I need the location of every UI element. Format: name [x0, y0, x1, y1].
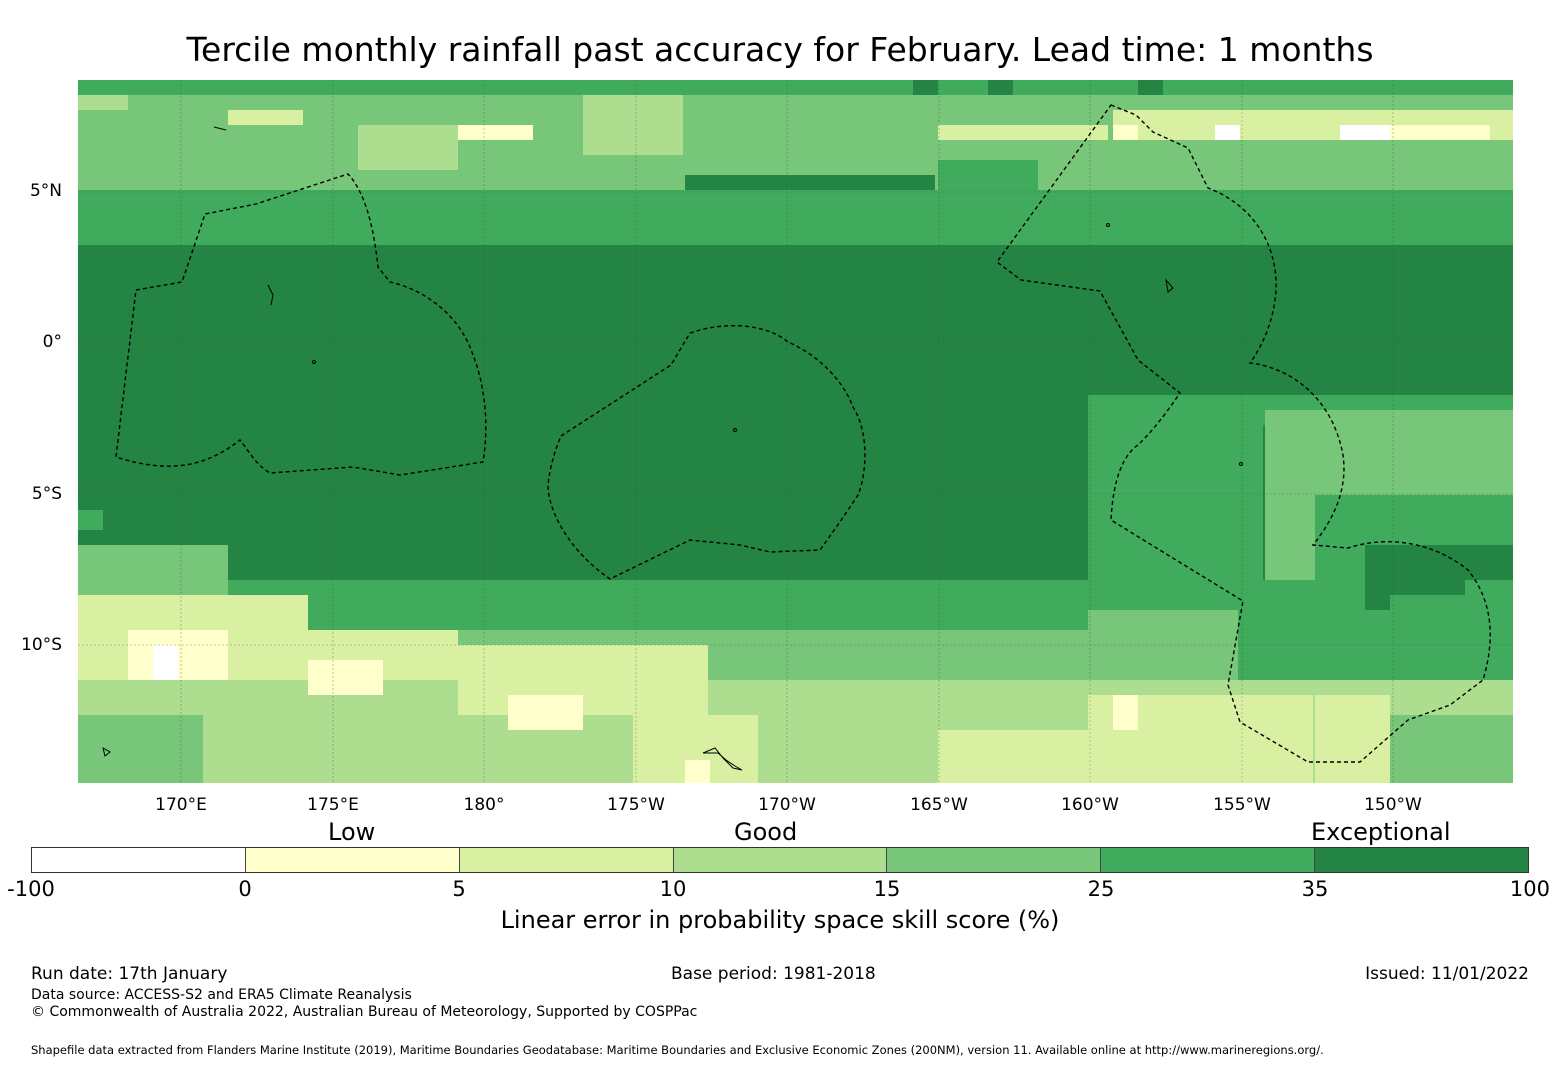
colorbar-segment-25-35: [1101, 848, 1316, 872]
patch-n-white-1: [1215, 125, 1240, 140]
lon-label-160w: 160°W: [1061, 795, 1119, 815]
colorbar-tick: -100: [7, 877, 55, 901]
patch-s-light-5: [938, 730, 1113, 783]
category-low: Low: [328, 818, 376, 846]
copyright: © Commonwealth of Australia 2022, Austra…: [31, 1004, 698, 1020]
band-north-transition: [78, 190, 1513, 245]
eez-kiribati-gilbert: [115, 173, 487, 476]
patch-e-good-1: [1265, 410, 1513, 480]
island-atoll-1: [267, 284, 274, 306]
patch-n-dark-2: [988, 80, 1013, 95]
colorbar-segment-0-5: [245, 848, 460, 872]
colorbar-segment-neg: [32, 848, 246, 872]
lon-label-175w: 175°W: [607, 795, 665, 815]
patch-s-white-1: [153, 645, 178, 680]
patch-s-pale-5: [1113, 695, 1138, 730]
patch-n-dark-4: [685, 175, 935, 190]
island-tonga: [102, 746, 111, 757]
lon-label-175e: 175°E: [307, 795, 359, 815]
colorbar-segment-35-100: [1315, 848, 1529, 872]
island-outlines: [102, 126, 1243, 771]
graticule: [78, 80, 1513, 783]
patch-s-pale-2: [308, 660, 383, 695]
shapefile-credit: Shapefile data extracted from Flanders M…: [31, 1043, 1324, 1057]
island-samoa: [702, 747, 743, 771]
patch-n-light-4: [583, 95, 683, 155]
eez-boundaries: [115, 104, 1491, 763]
eez-tokelau-samoa: [547, 324, 866, 580]
patch-n-light-2: [458, 125, 533, 140]
patch-n-dark-3: [1138, 80, 1163, 95]
patch-e-mid-2: [1088, 425, 1263, 580]
colorbar-tick: 100: [1509, 877, 1550, 901]
colorbar-segment-10-15: [673, 848, 888, 872]
lat-label-5s: 5°S: [31, 484, 62, 504]
patch-s-good-4: [1390, 715, 1513, 783]
patch-s-mid-4: [1390, 595, 1490, 645]
patch-s-pale-4: [685, 760, 710, 783]
colorbar-segment-5-10: [459, 848, 674, 872]
chart-title: Tercile monthly rainfall past accuracy f…: [186, 30, 1374, 69]
lon-label-165w: 165°W: [910, 795, 968, 815]
lon-label-155w: 155°W: [1213, 795, 1271, 815]
lat-label-5n: 5°N: [29, 181, 62, 201]
colorbar-tick: 0: [238, 877, 252, 901]
eez-line-islands: [996, 104, 1491, 763]
patch-nw-light: [78, 95, 128, 110]
colorbar-tick: 15: [873, 877, 901, 901]
base-period: Base period: 1981-2018: [671, 964, 876, 984]
island-atoll-5: [733, 428, 737, 432]
lon-label-170e: 170°E: [155, 795, 207, 815]
island-atoll-2: [1165, 278, 1174, 293]
colorbar-tick: 5: [452, 877, 466, 901]
colorbar-tick: 35: [1301, 877, 1329, 901]
colorbar-segment-15-25: [887, 848, 1102, 872]
map-canvas: [78, 80, 1513, 783]
data-source: Data source: ACCESS-S2 and ERA5 Climate …: [31, 987, 412, 1003]
skill-grid: [78, 80, 1513, 783]
lat-label-10s: 10°S: [21, 635, 62, 655]
patch-n-light-5: [938, 125, 1108, 140]
patch-n-pale-2: [1390, 125, 1490, 140]
patch-n-mid-1: [938, 160, 1038, 190]
patch-n-mid-2: [78, 210, 128, 245]
island-atoll-7: [1239, 462, 1243, 466]
issued-date: Issued: 11/01/2022: [1365, 964, 1529, 984]
lon-label-150w: 150°W: [1364, 795, 1422, 815]
patch-s-pale-3: [508, 695, 583, 730]
island-atoll-4: [312, 360, 316, 364]
lon-label-180: 180°: [463, 795, 505, 815]
colorbar-tick: 25: [1087, 877, 1115, 901]
colorbar-label: Linear error in probability space skill …: [500, 906, 1060, 934]
lat-label-0: 0°: [42, 332, 62, 352]
patch-n-pale-1: [1113, 125, 1138, 140]
category-good: Good: [734, 818, 798, 846]
category-exceptional: Exceptional: [1311, 818, 1451, 846]
patch-n-light-3: [358, 125, 458, 170]
patch-n-white-2: [1340, 125, 1390, 140]
patch-s-good-1: [78, 545, 228, 595]
patch-s-good-3: [78, 715, 203, 783]
patch-s-light-7: [1315, 695, 1390, 783]
skill-score-map: [78, 80, 1513, 783]
colorbar: [31, 847, 1529, 873]
patch-s-dark-1: [78, 510, 103, 530]
colorbar-tick: 10: [659, 877, 687, 901]
run-date: Run date: 17th January: [31, 964, 228, 984]
island-atoll-3: [213, 126, 227, 131]
band-north-edge: [78, 80, 1513, 95]
patch-n-dark-1: [913, 80, 938, 95]
island-atoll-6: [1106, 223, 1110, 227]
patch-n-light-1: [228, 110, 303, 125]
lon-label-170w: 170°W: [758, 795, 816, 815]
patch-s-mid-1: [583, 580, 913, 615]
